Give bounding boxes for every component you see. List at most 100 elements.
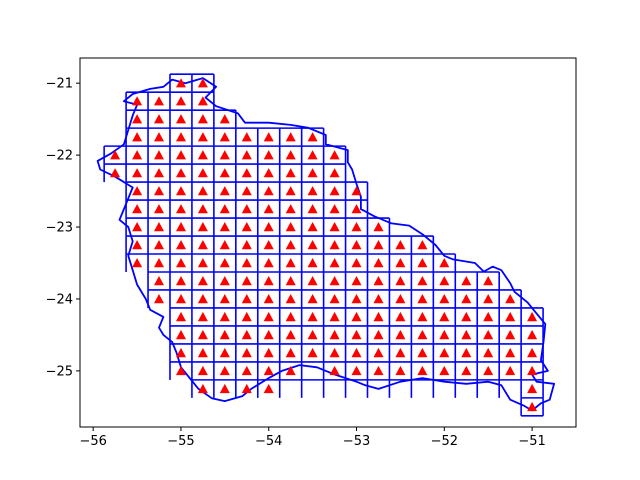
triangle-marker [132,168,143,178]
triangle-marker [197,329,208,340]
triangle-marker [219,132,230,142]
triangle-marker [154,132,164,142]
triangle-marker [505,365,516,376]
triangle-marker [285,276,296,286]
x-tick-label: −52 [431,434,458,449]
triangle-marker [351,276,362,286]
x-tick-label: −53 [343,434,370,449]
x-tick-label: −55 [167,434,194,449]
triangle-marker [329,258,340,268]
triangle-marker [351,294,362,304]
triangle-marker [351,365,362,376]
y-tick-label: −22 [46,149,73,164]
triangle-marker [417,276,428,286]
triangle-marker [285,258,296,268]
triangle-marker [373,222,384,232]
y-tick-label: −25 [46,364,73,379]
triangle-marker [132,132,143,142]
triangle-marker [307,240,318,250]
triangle-marker [219,186,230,196]
triangle-marker [329,168,340,178]
triangle-marker [285,150,296,160]
triangle-marker [132,204,143,214]
triangle-marker [197,96,208,106]
triangle-marker [461,311,472,322]
triangle-marker [219,347,230,358]
triangle-marker [285,294,296,304]
triangle-marker [154,240,164,250]
triangle-marker [241,365,252,376]
triangle-marker [439,365,450,376]
triangle-marker [351,186,362,196]
triangle-marker [417,311,428,322]
triangle-marker [197,114,208,124]
triangle-marker [263,294,274,304]
triangle-marker [176,78,186,88]
triangle-marker [351,204,362,214]
triangle-marker [197,150,208,160]
triangle-marker [373,365,384,376]
triangle-marker [197,276,208,286]
triangle-marker [197,383,208,394]
triangle-marker [461,294,472,304]
point-markers [110,78,538,412]
triangle-marker [219,114,230,124]
triangle-marker [395,294,406,304]
triangle-marker [373,347,384,358]
triangle-marker [527,365,538,376]
triangle-marker [461,365,472,376]
triangle-marker [439,329,450,340]
triangle-marker [241,222,252,232]
triangle-marker [307,222,318,232]
triangle-marker [197,186,208,196]
triangle-marker [241,168,252,178]
triangle-marker [110,168,121,178]
triangle-marker [263,276,274,286]
triangle-marker [395,240,406,250]
triangle-marker [219,311,230,322]
triangle-marker [373,311,384,322]
triangle-marker [285,204,296,214]
triangle-marker [527,347,538,358]
triangle-marker [417,329,428,340]
triangle-marker [263,347,274,358]
triangle-marker [219,168,230,178]
triangle-marker [505,294,516,304]
triangle-marker [154,276,164,286]
triangle-marker [154,222,164,232]
x-tick-label: −51 [518,434,545,449]
triangle-marker [439,294,450,304]
region-outline-layer [96,77,555,412]
triangle-marker [197,168,208,178]
y-tick-label: −23 [46,221,73,236]
triangle-marker [176,365,186,376]
triangle-marker [461,347,472,358]
triangle-marker [197,294,208,304]
triangle-marker [373,294,384,304]
triangle-marker [285,132,296,142]
triangle-marker [263,329,274,340]
triangle-marker [329,276,340,286]
triangle-marker [241,294,252,304]
triangle-marker [176,168,186,178]
triangle-marker [176,294,186,304]
triangle-marker [241,258,252,268]
triangle-marker [263,222,274,232]
triangle-marker [373,276,384,286]
triangle-marker [176,347,186,358]
triangle-marker [219,294,230,304]
triangle-marker [176,240,186,250]
triangle-marker [154,96,164,106]
triangle-marker [307,150,318,160]
triangle-marker [219,222,230,232]
triangle-marker [176,186,186,196]
triangle-marker [483,311,494,322]
triangle-marker [132,150,143,160]
triangle-marker [197,204,208,214]
triangle-marker [351,329,362,340]
triangle-marker [263,168,274,178]
triangle-marker [439,276,450,286]
triangle-marker [197,78,208,88]
triangle-marker [439,311,450,322]
